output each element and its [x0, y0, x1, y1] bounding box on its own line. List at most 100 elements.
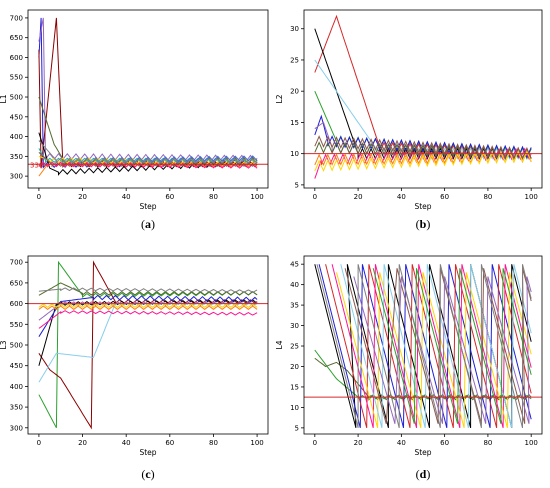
series-line-a-10 [82, 155, 258, 164]
x-tick-label-d: 20 [354, 439, 363, 447]
x-tick-label-d: 100 [524, 439, 537, 447]
x-tick-label-c: 80 [209, 439, 218, 447]
series-line-a-0 [38, 17, 258, 169]
series-line-a-11 [38, 140, 258, 164]
x-tick-label-c: 60 [165, 439, 174, 447]
panel-caption-b: (b) [416, 217, 431, 231]
y-tick-label-c: 450 [10, 362, 23, 370]
panel-a: 330 0 20 40 60 80 100 300 350 400 450 500 550 600 650 7… [0, 9, 269, 231]
series-line-c-4 [38, 282, 258, 296]
y-tick-label-b: 10 [290, 150, 299, 158]
y-tick-label-b: 15 [290, 119, 299, 127]
series-line-b-0 [314, 14, 532, 160]
y-tick-label-c: 350 [10, 404, 23, 412]
plot-area-b [304, 14, 542, 179]
y-tick-label-c: 600 [10, 300, 23, 308]
series-line-c-8 [38, 310, 258, 329]
x-axis-label-c: Step [139, 448, 156, 457]
y-axis-label-a: L1 [0, 94, 8, 103]
y-tick-label-a: 600 [10, 54, 23, 62]
axes-frame-b [303, 9, 543, 189]
y-tick-label-c: 550 [10, 321, 23, 329]
x-tick-label-c: 40 [122, 439, 131, 447]
series-line-c-3 [38, 301, 258, 383]
y-tick-label-a: 300 [10, 173, 23, 181]
series-line-a-2 [38, 17, 258, 169]
x-tick-label-c: 100 [250, 439, 263, 447]
x-tick-label-d: 40 [397, 439, 406, 447]
series-line-c-0 [38, 260, 258, 429]
y-tick-label-b: 30 [290, 25, 299, 33]
y-tick-label-a: 500 [10, 94, 23, 102]
y-axis-label-b: L2 [275, 94, 284, 103]
x-tick-label-a: 100 [250, 193, 263, 201]
y-tick-label-a: 700 [10, 14, 23, 22]
x-tick-label-a: 20 [78, 193, 87, 201]
y-tick-label-d: 25 [290, 343, 299, 351]
y-tick-label-d: 40 [290, 281, 299, 289]
x-axis-label-a: Step [139, 202, 156, 211]
sawtooth-line-d-7 [353, 276, 532, 424]
panel-d: 0 20 40 60 80 100 5 10 15 20 25 30 35 40 45 Step L4 (d) [275, 255, 543, 481]
panel-caption-d: (d) [416, 467, 431, 481]
series-line-c-9 [38, 305, 258, 311]
x-tick-label-d: 60 [440, 439, 449, 447]
series-line-a-3 [38, 132, 258, 176]
x-tick-label-b: 40 [397, 193, 406, 201]
series-line-b-8 [314, 150, 532, 172]
y-tick-label-c: 500 [10, 342, 23, 350]
x-tick-label-b: 20 [354, 193, 363, 201]
panel-caption-a: (a) [141, 217, 155, 231]
x-tick-label-c: 0 [37, 439, 41, 447]
y-tick-label-d: 10 [290, 404, 299, 412]
x-tick-label-b: 60 [440, 193, 449, 201]
reference-line-label-a: 330 [30, 161, 43, 169]
x-axis-label-d: Step [414, 448, 431, 457]
y-axis-label-c: L3 [0, 340, 8, 349]
x-tick-label-a: 60 [165, 193, 174, 201]
x-tick-label-d: 0 [313, 439, 317, 447]
x-tick-label-c: 20 [78, 439, 87, 447]
y-tick-label-c: 650 [10, 279, 23, 287]
plot-area-d [304, 264, 542, 429]
sawtooth-line-d-5 [340, 264, 532, 429]
panel-b: 0 20 40 60 80 100 5 10 15 20 25 30 Step L2 (b) [275, 9, 543, 231]
series-line-a-7 [38, 161, 258, 169]
y-tick-label-b: 5 [295, 181, 299, 189]
y-tick-label-c: 300 [10, 424, 23, 432]
plot-area-c [28, 260, 268, 430]
y-tick-label-b: 25 [290, 56, 299, 64]
axes-frame-c [27, 255, 269, 435]
series-line-c-2 [38, 299, 258, 366]
plot-area-a [28, 17, 268, 177]
series-line-c-5 [38, 287, 258, 293]
y-tick-label-d: 45 [290, 261, 299, 269]
x-tick-label-a: 80 [209, 193, 218, 201]
panel-caption-c: (c) [141, 467, 154, 481]
panel-c: 0 20 40 60 80 100 300 350 400 450 500 550 600 650 700 S… [0, 255, 269, 481]
series-line-c-6 [38, 294, 258, 337]
x-axis-label-b: Step [414, 202, 431, 211]
sawtooth-line-d-8 [316, 264, 532, 429]
x-tick-label-d: 80 [483, 439, 492, 447]
y-tick-label-d: 20 [290, 363, 299, 371]
y-tick-label-a: 650 [10, 34, 23, 42]
sawtooth-line-d-2 [325, 264, 532, 429]
series-line-a-1 [38, 17, 258, 162]
axes-frame-a [27, 9, 269, 189]
x-tick-label-b: 80 [483, 193, 492, 201]
y-tick-label-b: 20 [290, 88, 299, 96]
y-tick-label-a: 550 [10, 74, 23, 82]
y-tick-label-d: 5 [295, 424, 299, 432]
y-tick-label-d: 35 [290, 302, 299, 310]
y-tick-label-a: 450 [10, 113, 23, 121]
y-tick-label-a: 400 [10, 133, 23, 141]
y-tick-label-c: 400 [10, 383, 23, 391]
y-tick-label-a: 350 [10, 153, 23, 161]
x-tick-label-b: 0 [313, 193, 317, 201]
y-tick-label-c: 700 [10, 259, 23, 267]
series-line-c-1 [38, 260, 258, 430]
y-tick-label-d: 30 [290, 322, 299, 330]
axes-frame-d [303, 255, 543, 435]
